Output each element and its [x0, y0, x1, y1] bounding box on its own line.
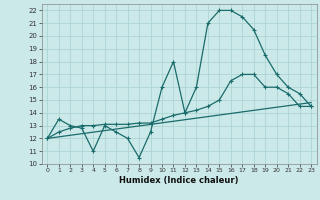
- X-axis label: Humidex (Indice chaleur): Humidex (Indice chaleur): [119, 176, 239, 185]
